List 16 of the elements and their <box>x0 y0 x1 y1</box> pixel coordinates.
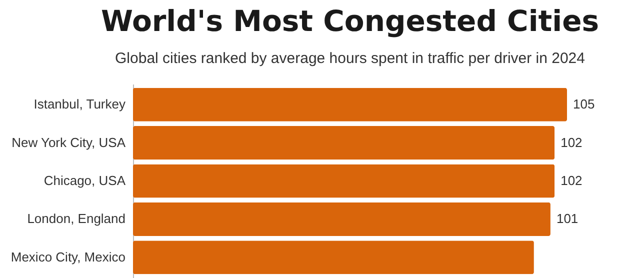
data-label: 101 <box>556 211 578 226</box>
y-tick-label: New York City, USA <box>12 134 126 150</box>
chart-subtitle: Global cities ranked by average hours spent in traffic per driver in 2024 <box>115 50 585 67</box>
y-tick-label: Mexico City, Mexico <box>10 249 126 264</box>
data-label: 102 <box>560 134 582 150</box>
bar <box>133 88 567 122</box>
bar <box>133 164 555 198</box>
data-label: 102 <box>560 173 582 188</box>
chart-title: World's Most Congested Cities <box>101 4 599 38</box>
bar <box>133 126 555 160</box>
y-tick-label: Istanbul, Turkey <box>34 96 126 112</box>
bar <box>133 240 534 274</box>
bar <box>133 202 550 236</box>
y-tick-label: Chicago, USA <box>44 173 126 188</box>
data-label: 105 <box>573 96 595 112</box>
y-tick-label: London, England <box>27 211 126 226</box>
